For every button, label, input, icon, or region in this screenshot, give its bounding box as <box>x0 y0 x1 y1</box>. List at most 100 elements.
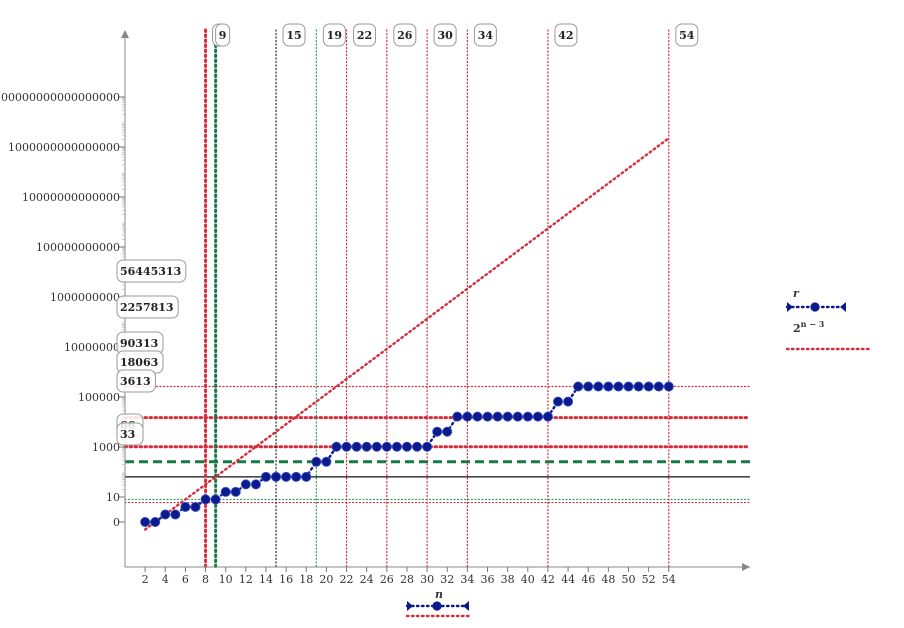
bottom-swatch-r-dot <box>432 601 442 611</box>
h-marker-tag-label: 90313 <box>120 337 158 350</box>
h-marker-tag: 3613 <box>116 369 156 393</box>
v-marker-tag-box <box>215 23 231 47</box>
series-2-pow-n-3 <box>143 136 670 531</box>
x-tick-label: 36 <box>481 573 495 586</box>
data-point-r <box>613 381 624 392</box>
v-marker-tag-box <box>675 23 699 47</box>
x-tick-label: 4 <box>162 573 169 586</box>
x-tick-label: 44 <box>561 573 575 586</box>
data-point-r <box>412 441 423 452</box>
v-marker-tag: 42 <box>554 23 578 47</box>
v-marker-tag: 54 <box>675 23 699 47</box>
horizontal-marker-tags: 564453132257813903131806336136633 <box>116 259 187 446</box>
x-tick-label: 38 <box>501 573 515 586</box>
x-tick-label: 34 <box>460 573 474 586</box>
h-marker-tag: 33 <box>116 422 144 446</box>
data-point-r <box>281 471 292 482</box>
v-marker-tag-label: 42 <box>558 29 573 42</box>
h-marker-tag-label: 3613 <box>120 375 151 388</box>
data-point-r <box>391 441 402 452</box>
legend: r 2n − 3 <box>785 287 872 351</box>
data-point-r <box>643 381 654 392</box>
x-tick-label: 32 <box>440 573 454 586</box>
data-point-r <box>603 381 614 392</box>
x-tick-label: 20 <box>319 573 333 586</box>
bottom-swatch-r-tri <box>463 601 469 611</box>
y-tick-label: 1000 <box>92 441 120 454</box>
v-marker-tag-box <box>554 23 578 47</box>
h-marker-tag-box <box>116 369 156 393</box>
v-marker-tag-box <box>393 23 417 47</box>
data-point-r <box>321 456 332 467</box>
data-point-r <box>593 381 604 392</box>
x-axis-arrow <box>742 563 750 571</box>
y-tick-label: 100000000000000000 <box>0 91 120 104</box>
legend-swatch-r-tri <box>787 302 793 312</box>
data-point-r <box>170 509 181 520</box>
data-point-r <box>633 381 644 392</box>
data-point-r <box>160 509 171 520</box>
series-r <box>140 381 674 528</box>
v-marker-tag-label: 9 <box>219 29 227 42</box>
marker-lines <box>123 28 752 569</box>
data-point-r <box>361 441 372 452</box>
x-tick-label: 22 <box>340 573 354 586</box>
data-point-r <box>180 501 191 512</box>
series-line-r <box>143 385 670 524</box>
y-tick-label: 0 <box>113 516 120 529</box>
v-marker-tag-label: 22 <box>357 29 372 42</box>
x-tick-label: 50 <box>622 573 636 586</box>
v-marker-tag-label: 15 <box>286 29 301 42</box>
data-point-r <box>653 381 664 392</box>
v-marker-tag-label: 26 <box>397 29 413 42</box>
h-marker-tag-box <box>116 422 144 446</box>
h-marker-tag-box <box>116 295 179 319</box>
data-point-r <box>210 494 221 505</box>
y-tick-label: 100000000000 <box>36 241 120 254</box>
data-point-r <box>492 411 503 422</box>
data-point-r <box>512 411 523 422</box>
bottom-swatch-r-tri <box>407 601 413 611</box>
legend-label-power: 2n − 3 <box>793 319 825 335</box>
h-marker-tag-label: 56445313 <box>120 265 181 278</box>
legend-exponent: n − 3 <box>801 319 825 329</box>
v-marker-tag: 19 <box>322 23 346 47</box>
data-point-r <box>472 411 483 422</box>
data-point-r <box>240 479 251 490</box>
data-point-r <box>432 426 443 437</box>
data-point-r <box>200 494 211 505</box>
legend-base: 2 <box>793 322 801 335</box>
h-marker-tag-box <box>116 259 187 283</box>
data-point-r <box>482 411 493 422</box>
v-marker-tag: 30 <box>433 23 457 47</box>
data-point-r <box>311 456 322 467</box>
data-point-r <box>502 411 513 422</box>
data-point-r <box>623 381 634 392</box>
y-tick-label: 1000000000000000 <box>8 141 120 154</box>
v-marker-tag: 34 <box>473 23 497 47</box>
x-tick-label: 8 <box>202 573 209 586</box>
h-marker-tag: 56445313 <box>116 259 187 283</box>
h-marker-tag: 90313 <box>116 331 164 355</box>
v-marker-tag: 26 <box>393 23 417 47</box>
data-point-r <box>542 411 553 422</box>
series-line-2-pow-n-3 <box>143 136 670 531</box>
data-point-r <box>190 501 201 512</box>
y-tick-label: 10000000000000 <box>22 191 120 204</box>
x-tick-label: 46 <box>581 573 595 586</box>
x-tick-label: 54 <box>662 573 676 586</box>
y-tick-label: 10 <box>106 491 120 504</box>
data-point-r <box>573 381 584 392</box>
x-tick-label: 30 <box>420 573 434 586</box>
data-point-r <box>140 517 151 528</box>
x-tick-label: 24 <box>360 573 374 586</box>
h-marker-tag-label: 33 <box>120 428 135 441</box>
data-point-r <box>381 441 392 452</box>
x-tick-label: 28 <box>400 573 414 586</box>
x-tick-label: 48 <box>601 573 615 586</box>
v-marker-tag-label: 19 <box>327 29 342 42</box>
data-point-r <box>583 381 594 392</box>
x-tick-label: 14 <box>259 573 273 586</box>
v-marker-tag-label: 34 <box>478 29 494 42</box>
